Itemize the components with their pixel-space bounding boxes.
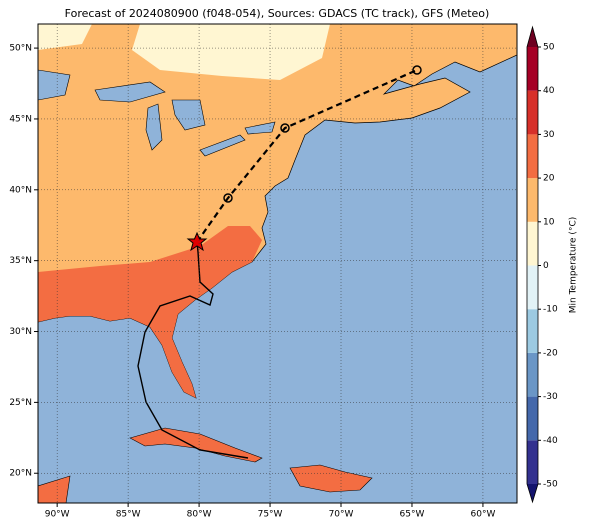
track-point bbox=[223, 193, 233, 203]
warm-region bbox=[38, 226, 262, 398]
yucatan bbox=[38, 475, 71, 503]
y-tick-label: 25°N bbox=[9, 398, 32, 408]
x-tick-label: 70°W bbox=[329, 510, 354, 520]
y-tick-label: 30°N bbox=[9, 327, 32, 337]
y-tick-label: 50°N bbox=[9, 44, 32, 54]
track-point bbox=[280, 123, 290, 133]
colorbar-bin bbox=[527, 440, 538, 484]
y-tick-label: 40°N bbox=[9, 185, 32, 195]
x-tick-label: 75°W bbox=[258, 510, 283, 520]
x-tick-label: 60°W bbox=[471, 510, 496, 520]
colorbar-bin bbox=[527, 309, 538, 353]
x-tick-label: 85°W bbox=[116, 510, 141, 520]
grid bbox=[38, 24, 517, 503]
colorbar-tick-label: 50 bbox=[543, 43, 555, 53]
map-area bbox=[38, 24, 517, 503]
title: Forecast of 2024080900 (f048-054), Sourc… bbox=[65, 7, 490, 20]
colorbar-tick-label: 10 bbox=[543, 217, 555, 227]
colorbar-bin bbox=[527, 352, 538, 397]
x-tick-label: 80°W bbox=[187, 510, 212, 520]
colorbar-bin bbox=[527, 396, 538, 441]
colorbar-label: Min Temperature (°C) bbox=[569, 217, 579, 314]
colorbar-bin bbox=[527, 134, 538, 179]
cuba bbox=[129, 427, 263, 463]
y-tick-label: 35°N bbox=[9, 256, 32, 266]
x-tick-label: 90°W bbox=[45, 510, 70, 520]
colorbar-bin bbox=[527, 47, 538, 91]
track-point bbox=[412, 65, 422, 75]
colorbar-tick-label: -40 bbox=[543, 436, 558, 446]
observed-track bbox=[137, 241, 249, 459]
colorbar-tick-label: 30 bbox=[543, 130, 555, 140]
colorbar-extend-low bbox=[527, 484, 538, 502]
colorbar-tick-label: 40 bbox=[543, 86, 555, 96]
colorbar-extend-high bbox=[527, 27, 538, 47]
cool-region bbox=[38, 24, 330, 80]
colorbar-tick-label: -30 bbox=[543, 392, 558, 402]
colorbar-bin bbox=[527, 90, 538, 135]
colorbar-tick-label: 20 bbox=[543, 174, 555, 184]
x-tick-label: 65°W bbox=[400, 510, 425, 520]
colorbar-tick-label: -10 bbox=[543, 305, 558, 315]
colorbar-tick-label: -50 bbox=[543, 480, 558, 490]
lakes bbox=[38, 69, 276, 157]
y-tick-label: 20°N bbox=[9, 469, 32, 479]
colorbar-tick-label: -20 bbox=[543, 348, 558, 358]
colorbar-tick-label: 0 bbox=[543, 261, 549, 271]
storm-position bbox=[186, 231, 208, 252]
hispaniola bbox=[289, 464, 373, 493]
colorbar-bin bbox=[527, 265, 538, 310]
colorbar-bin bbox=[527, 178, 538, 222]
colorbar-bin bbox=[527, 221, 538, 266]
map-frame bbox=[37, 23, 518, 504]
y-tick-label: 45°N bbox=[9, 114, 32, 124]
